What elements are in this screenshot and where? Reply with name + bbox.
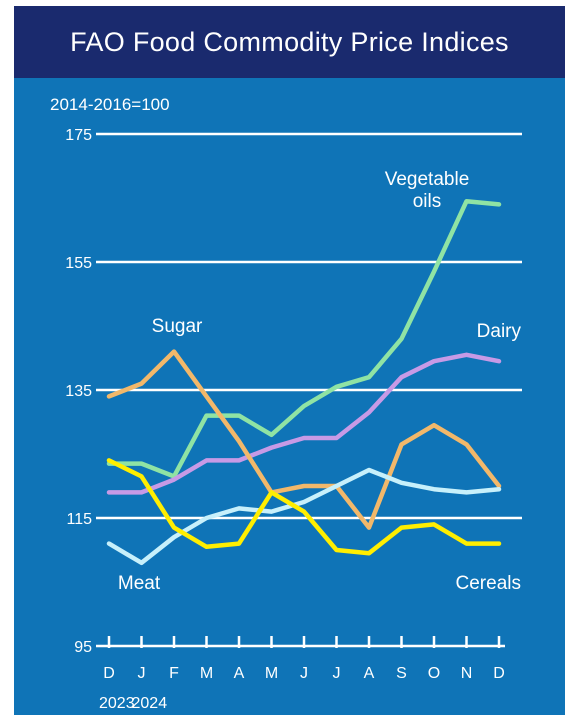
x-tick-label: F xyxy=(169,665,179,682)
x-tick-label: J xyxy=(333,665,341,682)
series-lines xyxy=(106,198,502,566)
x-tick-label: M xyxy=(200,665,213,682)
x-tick-label: N xyxy=(461,665,473,682)
series-label: Vegetable xyxy=(385,169,470,190)
x-tick-label: S xyxy=(396,665,407,682)
series-label: Cereals xyxy=(456,573,521,594)
chart-panel: FAO Food Commodity Price Indices 2014-20… xyxy=(14,6,565,715)
line-chart: 2014-2016=100 95 115 135 155 175 D J F M A M J J A S O… xyxy=(50,95,522,712)
x-tick-label: J xyxy=(138,665,146,682)
y-tick-label: 155 xyxy=(65,255,92,272)
series-label: oils xyxy=(413,191,442,212)
x-tick-label: D xyxy=(103,665,115,682)
x-tick-label: A xyxy=(364,665,375,682)
series-line-sugar xyxy=(106,349,502,530)
y-axis-ticks: 95 115 135 155 175 xyxy=(65,127,92,656)
x-tick-label: O xyxy=(428,665,440,682)
base-note: 2014-2016=100 xyxy=(50,95,170,114)
y-tick-label: 115 xyxy=(66,511,92,528)
chart-title: FAO Food Commodity Price Indices xyxy=(70,27,509,57)
series-line-meat xyxy=(106,467,502,566)
x-tick-label: J xyxy=(300,665,308,682)
title-bar: FAO Food Commodity Price Indices xyxy=(14,6,565,78)
x-tick-label: M xyxy=(265,665,278,682)
series-label: Dairy xyxy=(477,321,522,342)
x-tick-label: D xyxy=(493,665,505,682)
y-tick-label: 95 xyxy=(74,639,92,656)
series-label: Meat xyxy=(118,573,161,594)
series-line-vegetable-oils xyxy=(106,198,502,479)
year-label: 2024 xyxy=(132,695,168,712)
series-line-dairy xyxy=(106,352,502,495)
x-tick-label: A xyxy=(234,665,245,682)
series-line-cereals xyxy=(106,458,502,556)
y-tick-label: 175 xyxy=(65,127,92,144)
series-label: Sugar xyxy=(152,316,203,337)
y-tick-label: 135 xyxy=(65,383,92,400)
year-label: 2023 xyxy=(99,695,135,712)
